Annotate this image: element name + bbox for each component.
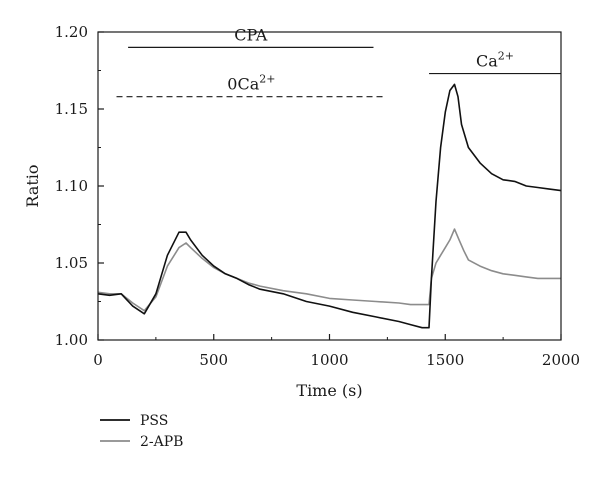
annotation-label-superscript: 2+ (259, 73, 275, 86)
y-tick-label: 1.20 (55, 23, 88, 41)
annotation-label-superscript: 2+ (498, 50, 514, 63)
annotation-label-base: Ca (476, 52, 498, 71)
legend: PSS 2-APB (100, 413, 183, 450)
annotation-label-base: 0Ca (227, 75, 259, 94)
x-tick-label: 0 (93, 351, 103, 369)
x-tick-label: 2000 (542, 351, 580, 369)
plot-frame (97, 31, 562, 341)
x-tick-label: 500 (199, 351, 228, 369)
x-tick-label: 1000 (310, 351, 348, 369)
plot-area (97, 83, 562, 329)
y-tick-label: 1.05 (55, 254, 88, 272)
y-tick-label: 1.15 (55, 100, 88, 118)
y-tick-label: 1.00 (55, 331, 88, 349)
legend-label: 2-APB (140, 434, 183, 450)
series-line-pss (97, 83, 562, 329)
annotation-label-zero-ca: 0Ca2+ (227, 73, 275, 94)
annotation-label-cpa: CPA (234, 25, 268, 44)
y-axis-title: Ratio (23, 164, 42, 207)
legend-label: PSS (140, 413, 168, 429)
annotation-label-ca: Ca2+ (476, 50, 514, 71)
y-tick-label: 1.10 (55, 177, 88, 195)
series-line-2-apb (97, 228, 561, 312)
axes: Time (s) Ratio 0 500 1000 1500 2000 1.00 1.05 1… (23, 23, 580, 400)
x-tick-label: 1500 (426, 351, 464, 369)
x-axis-title: Time (s) (296, 381, 362, 400)
